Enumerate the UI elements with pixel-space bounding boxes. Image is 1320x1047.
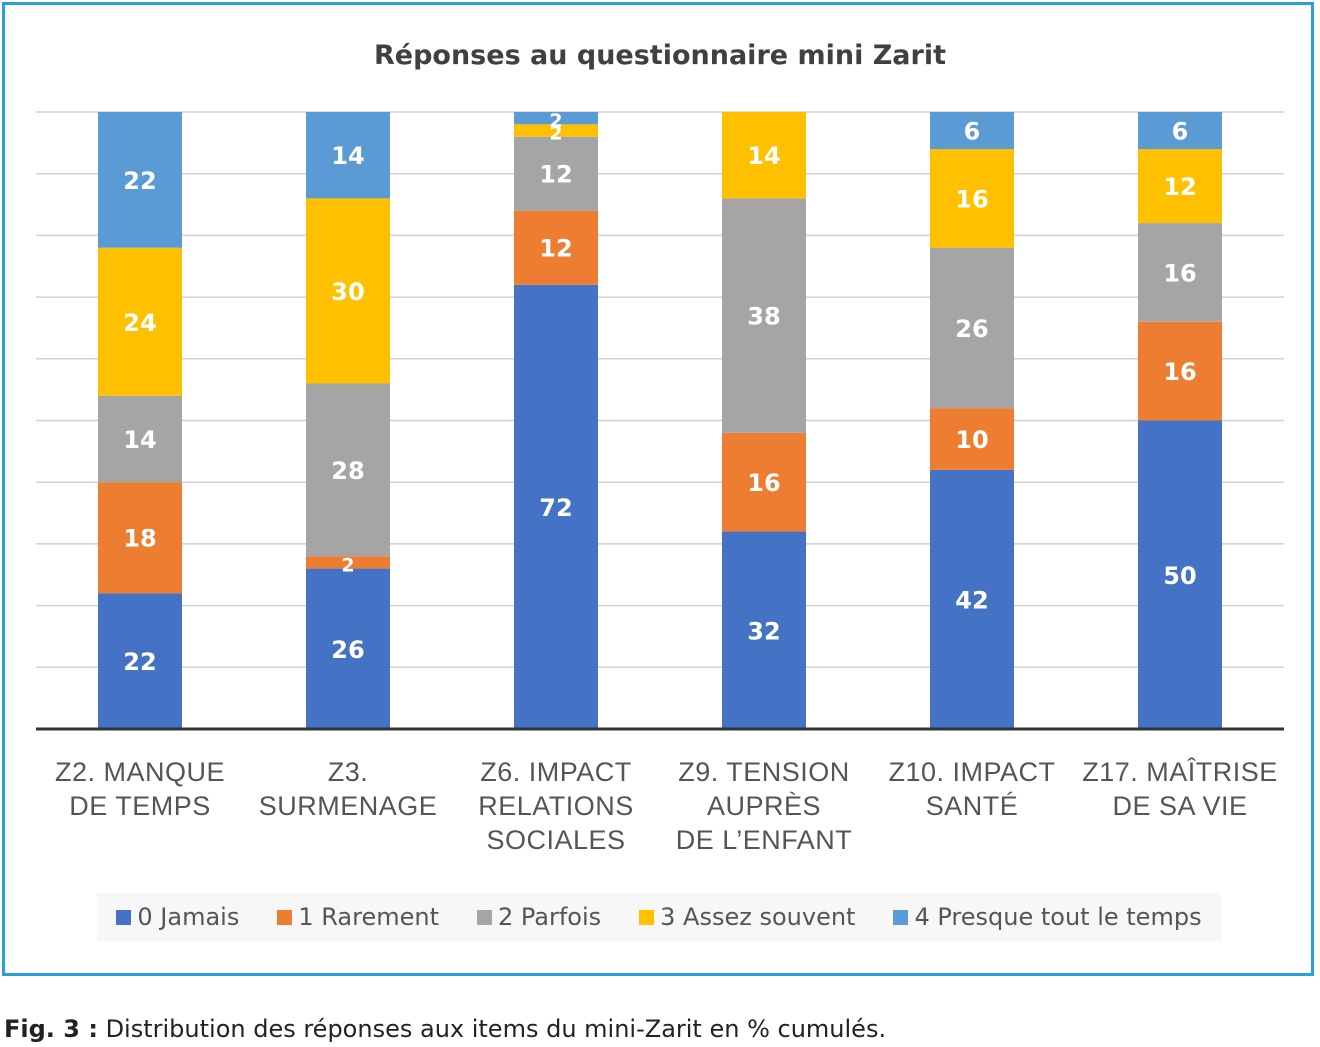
data-label: 2	[341, 554, 354, 576]
bar-segment	[930, 408, 1014, 470]
bar-segment	[1138, 223, 1222, 322]
bar-segment	[930, 247, 1014, 409]
bar-segment	[514, 124, 598, 137]
data-label: 16	[955, 185, 988, 213]
x-tick-label: Z2. MANQUE DE TEMPS	[30, 755, 250, 823]
legend-label: 1 Rarement	[298, 903, 439, 931]
legend-label: 4 Presque tout le temps	[914, 903, 1202, 931]
x-tick-label: Z6. IMPACT RELATIONS SOCIALES	[446, 755, 666, 857]
legend-swatch	[476, 909, 492, 925]
legend-swatch	[277, 909, 293, 925]
x-tick-label-line: DE SA VIE	[1112, 791, 1248, 821]
data-label: 10	[955, 426, 988, 454]
caption-text: Distribution des réponses aux items du m…	[97, 1015, 887, 1043]
data-label: 16	[1163, 358, 1196, 386]
data-label: 12	[1163, 173, 1196, 201]
bar-segment	[930, 112, 1014, 150]
data-label: 6	[1172, 118, 1189, 146]
x-tick-label-line: SANTÉ	[925, 791, 1019, 821]
data-label: 2	[549, 110, 562, 132]
bar-segment	[1138, 112, 1222, 150]
legend-label: 2 Parfois	[497, 903, 602, 931]
x-tick-label-line: DE L’ENFANT	[675, 825, 853, 855]
data-label: 22	[123, 167, 156, 195]
bar-segment	[722, 432, 806, 532]
data-label: 16	[747, 469, 780, 497]
x-tick-label: Z9. TENSION AUPRÈS DE L’ENFANT	[654, 755, 874, 857]
data-label: 28	[331, 457, 364, 485]
x-tick-label: Z17. MAÎTRISE DE SA VIE	[1070, 755, 1290, 823]
bar-segment	[722, 112, 806, 199]
bar-segment	[722, 198, 806, 433]
bar-segment	[1138, 321, 1222, 421]
legend-swatch	[893, 909, 909, 925]
data-label: 32	[747, 617, 780, 645]
data-label: 22	[123, 648, 156, 676]
chart-frame	[2, 2, 1314, 976]
bar-segment	[514, 136, 598, 211]
x-tick-label-line: AUPRÈS	[706, 791, 822, 821]
data-label: 12	[539, 161, 572, 189]
bar-segment	[306, 568, 390, 729]
bar-segment	[98, 593, 182, 729]
data-label: 18	[123, 525, 156, 553]
bar-segment	[98, 112, 182, 248]
x-tick-label-line: Z3. SURMENAGE	[258, 757, 438, 821]
data-label: 2	[549, 123, 562, 145]
data-label: 26	[331, 636, 364, 664]
bar-segment	[306, 112, 390, 199]
data-label: 38	[747, 303, 780, 331]
legend: 0 Jamais 1 Rarement 2 Parfois 3 Assez souve…	[97, 893, 1221, 941]
data-label: 16	[1163, 259, 1196, 287]
legend-entry: 0 Jamais	[116, 903, 239, 931]
bar-segment	[306, 383, 390, 557]
legend-entry: 4 Presque tout le temps	[893, 903, 1202, 931]
x-tick-label-line: Z6. IMPACT	[480, 757, 632, 787]
chart-title: Réponses au questionnaire mini Zarit	[373, 40, 947, 71]
data-label: 12	[539, 235, 572, 263]
x-tick-label-line: DE TEMPS	[69, 791, 211, 821]
x-tick-label-line: RELATIONS	[478, 791, 634, 821]
bar-segment	[306, 198, 390, 384]
x-tick-label-line: Z2. MANQUE	[54, 757, 226, 787]
legend-swatch	[116, 909, 132, 925]
bar-segment	[98, 482, 182, 594]
data-label: 42	[955, 586, 988, 614]
legend-entry: 3 Assez souvent	[639, 903, 855, 931]
bar-segment	[722, 531, 806, 729]
legend-label: 0 Jamais	[137, 903, 240, 931]
bar-segment	[514, 210, 598, 285]
x-tick-label-line: SOCIALES	[486, 825, 626, 855]
bar-segment	[514, 284, 598, 729]
data-label: 14	[331, 142, 364, 170]
legend-label: 3 Assez souvent	[660, 903, 856, 931]
bar-segment	[930, 149, 1014, 248]
bar-segment	[1138, 149, 1222, 224]
data-label: 72	[539, 494, 572, 522]
x-tick-label-line: Z17. MAÎTRISE	[1082, 757, 1278, 787]
bar-segment	[1138, 420, 1222, 729]
figure-caption: Fig. 3 : Distribution des réponses aux i…	[4, 1015, 886, 1043]
bar-segment	[306, 556, 390, 569]
legend-entry: 2 Parfois	[476, 903, 602, 931]
data-label: 14	[123, 426, 156, 454]
legend-swatch	[639, 909, 655, 925]
bar-segment	[98, 395, 182, 483]
x-tick-label-line: Z10. IMPACT	[888, 757, 1056, 787]
bar-segment	[930, 469, 1014, 729]
bar-segment	[514, 112, 598, 125]
x-tick-label-line: Z9. TENSION	[678, 757, 850, 787]
data-label: 26	[955, 315, 988, 343]
caption-label: Fig. 3 :	[4, 1015, 98, 1043]
bar-segment	[98, 247, 182, 396]
x-tick-label: Z3. SURMENAGE	[238, 755, 458, 823]
legend-entry: 1 Rarement	[277, 903, 439, 931]
data-label: 50	[1163, 562, 1196, 590]
x-tick-label: Z10. IMPACT SANTÉ	[862, 755, 1082, 823]
data-label: 30	[331, 278, 364, 306]
data-label: 14	[747, 142, 780, 170]
data-label: 24	[123, 309, 156, 337]
data-label: 6	[964, 118, 981, 146]
